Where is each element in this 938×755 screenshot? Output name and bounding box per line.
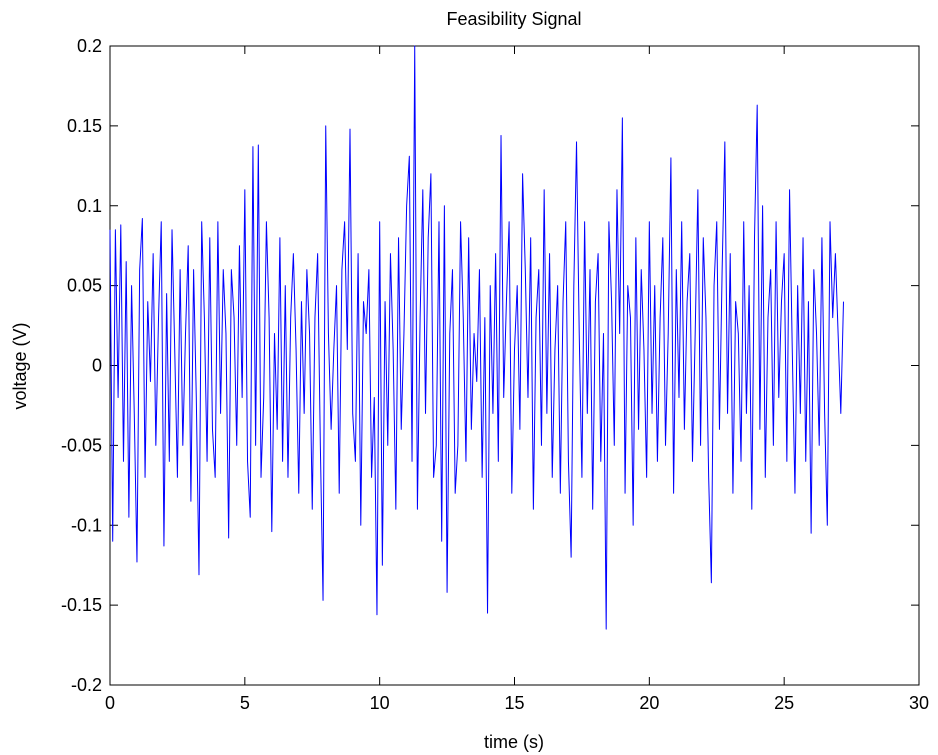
- series-layer: [109, 45, 844, 630]
- x-axis-title: time (s): [484, 732, 544, 752]
- y-tick-label: 0.2: [77, 36, 102, 56]
- y-axis-tick-labels: -0.2 -0.15 -0.1 -0.05 0 0.05 0.1 0.15 0.2: [61, 36, 102, 695]
- x-tick-label: 15: [504, 693, 524, 713]
- x-tick-label: 10: [370, 693, 390, 713]
- y-tick-label: -0.2: [71, 675, 102, 695]
- x-tick-label: 30: [909, 693, 929, 713]
- y-tick-label: 0.1: [77, 196, 102, 216]
- x-axis-tick-labels: 0 5 10 15 20 25 30: [105, 693, 929, 713]
- axis-ticks: [109, 45, 920, 686]
- y-tick-label: -0.15: [61, 595, 102, 615]
- y-tick-label: 0.05: [67, 276, 102, 296]
- chart-title: Feasibility Signal: [446, 9, 581, 29]
- y-tick-label: 0.15: [67, 116, 102, 136]
- y-tick-label: -0.05: [61, 435, 102, 455]
- y-tick-label: 0: [92, 356, 102, 376]
- y-axis-title: voltage (V): [10, 322, 30, 409]
- series-line-0: [109, 45, 844, 630]
- x-tick-label: 25: [774, 693, 794, 713]
- x-tick-label: 20: [639, 693, 659, 713]
- x-tick-label: 5: [240, 693, 250, 713]
- x-tick-label: 0: [105, 693, 115, 713]
- y-tick-label: -0.1: [71, 515, 102, 535]
